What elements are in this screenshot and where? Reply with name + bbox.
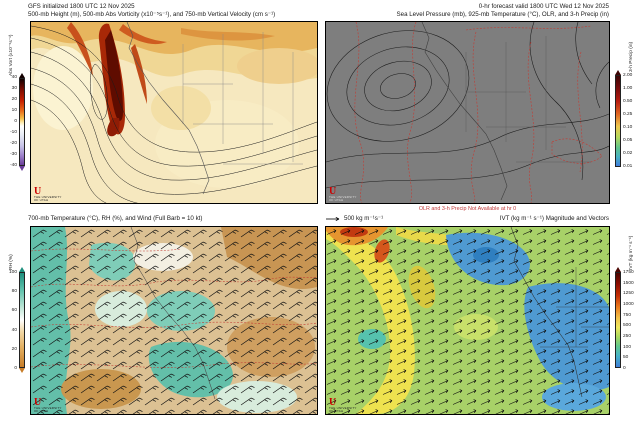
utah-logo-text: THE UNIVERSITY OF UTAH [34,406,62,414]
panel-slp-valid-line: 0-hr forecast valid 1800 UTC Wed 12 Nov … [478,3,609,10]
rh-colorbar-cap-bottom [19,368,25,373]
ivt-tick: 0 [623,366,626,371]
utah-u-logo-icon: U [34,186,42,197]
map-500mb-height-vorticity [30,21,318,204]
vorticity-tick: 20 [11,97,17,102]
ivt-tick: 1000 [623,302,634,307]
ivt-tick: 1250 [623,291,634,296]
map-ivt-art [326,227,609,414]
coastline [421,22,508,201]
rh-colorbar-cap-top [19,267,25,272]
rh-tick: 20 [11,347,17,352]
rh-colorbar [19,272,25,368]
precip-tick: 0.25 [623,112,633,117]
rh-tick: 0 [14,366,17,371]
utah-logo-text: THE UNIVERSITY OF UTAH [329,195,357,203]
state-borders [465,36,591,163]
precip-tick: 0.02 [623,151,633,156]
rh-colorbar-label: RH (%) [9,254,14,270]
isobar-contours [326,22,609,189]
panel-ivt-field-line: IVT (kg m⁻¹ s⁻¹) Magnitude and Vectors [499,215,609,222]
vorticity-colorbar-label: Abs Vort (x10⁻⁵s⁻¹) [9,34,14,76]
vector-scale-label: 500 kg m⁻¹s⁻¹ [344,215,384,222]
rh-tick: 80 [11,289,17,294]
university-of-utah-logo: U THE UNIVERSITY OF UTAH [34,187,62,203]
coastline [126,22,210,195]
rh-tick: 40 [11,328,17,333]
university-of-utah-logo: U THE UNIVERSITY OF UTAH [329,398,357,414]
utah-u-logo-icon: U [34,397,42,408]
vorticity-colorbar [19,78,25,166]
temperature-contours [354,22,603,203]
utah-logo-text: THE UNIVERSITY OF UTAH [34,195,62,203]
wind-barbs-layer [31,227,317,414]
panel-700mb-field-line: 700-mb Temperature (°C), RH (%), and Win… [28,215,203,222]
precip-tick: 0.05 [623,138,633,143]
state-borders [182,32,303,165]
panel-slp-field-line: Sea Level Pressure (mb), 925-mb Temperat… [396,11,609,18]
ivt-colorbar [615,272,621,368]
precip-colorbar-cap-top [615,70,621,75]
university-of-utah-logo: U THE UNIVERSITY OF UTAH [329,187,357,203]
precip-tick: 0.01 [623,164,633,169]
utah-u-logo-icon: U [329,186,337,197]
rh-tick: 100 [8,270,17,275]
precip-colorbar [615,75,621,167]
vorticity-tick: 40 [11,75,17,80]
panel-500mb-init-line: GFS initialized 1800 UTC 12 Nov 2025 [28,3,135,10]
utah-logo-text: THE UNIVERSITY OF UTAH [329,406,357,414]
university-of-utah-logo: U THE UNIVERSITY OF UTAH [34,398,62,414]
vorticity-colorbar-cap-bottom [19,166,25,171]
ivt-tick: 250 [623,334,632,339]
vorticity-tick: -10 [10,130,17,135]
ivt-vectors-layer [326,227,609,414]
precip-tick: 0.50 [623,99,633,104]
vorticity-tick: -40 [10,163,17,168]
vorticity-tick: 30 [11,86,17,91]
vorticity-tick: -30 [10,152,17,157]
precip-colorbar-label: 3-h Precip (in) [629,41,634,72]
map-500mb-art [31,22,317,203]
ivt-tick: 1750 [623,270,634,275]
precip-tick: 2.00 [623,73,633,78]
ivt-tick: 500 [623,323,632,328]
height-contours [31,25,317,203]
precip-tick: 1.00 [623,86,633,91]
olr-precip-unavailable-note: OLR and 3-h Precip Not Available at hr 0 [418,206,517,212]
ivt-tick: 50 [623,355,629,360]
ivt-tick: 750 [623,313,632,318]
map-700mb-temp-rh-wind [30,226,318,415]
map-700mb-art [31,227,317,414]
vorticity-tick: 10 [11,108,17,113]
ivt-tick: 1500 [623,281,634,286]
ivt-vector-scale: 500 kg m⁻¹s⁻¹ [326,215,383,222]
ivt-colorbar-cap-top [615,267,621,272]
map-sea-level-pressure [325,21,610,204]
utah-u-logo-icon: U [329,397,337,408]
map-slp-art [326,22,609,203]
ivt-colorbar-label: IVT (kg m⁻¹ s⁻¹) [629,235,634,270]
panel-500mb-field-line: 500-mb Height (m), 500-mb Abs Vorticity … [28,11,276,18]
map-ivt-magnitude-vectors [325,226,610,415]
vector-scale-arrow-icon [326,216,340,221]
vorticity-colorbar-cap-top [19,73,25,78]
ivt-tick: 100 [623,345,632,350]
vorticity-tick: -20 [10,141,17,146]
precip-tick: 0.10 [623,125,633,130]
vorticity-tick: 0 [14,119,17,124]
rh-tick: 60 [11,308,17,313]
